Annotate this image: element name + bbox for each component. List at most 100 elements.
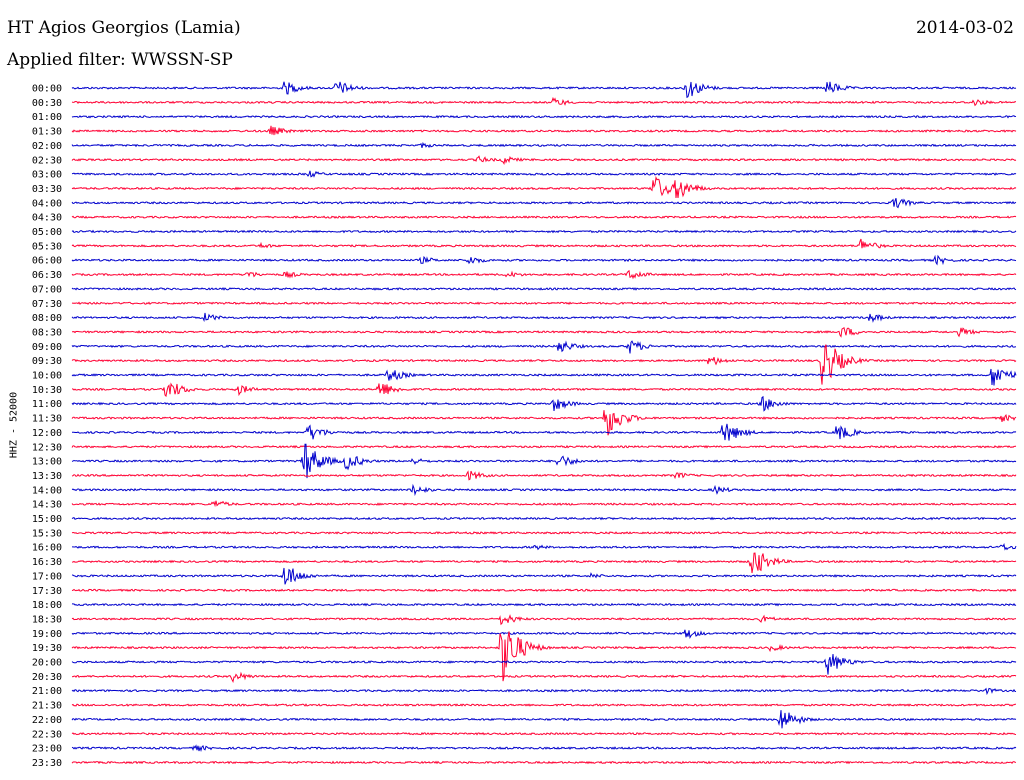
trace-line (71, 552, 1017, 574)
trace-line (71, 344, 1017, 385)
row-time-label: 13:30 (32, 471, 62, 482)
trace-line (71, 155, 1017, 166)
row-time-label: 09:00 (32, 342, 62, 353)
row-time-label: 08:00 (32, 313, 62, 324)
trace-line (71, 114, 1017, 119)
row-time-label: 18:30 (32, 614, 62, 625)
row-time-label: 10:30 (32, 385, 62, 396)
row-time-label: 00:00 (32, 84, 62, 95)
row-time-label: 15:30 (32, 528, 62, 539)
trace-line (71, 269, 1017, 280)
trace-line (71, 483, 1017, 497)
row-time-label: 20:30 (32, 672, 62, 683)
trace-line (71, 215, 1017, 219)
row-time-label: 20:00 (32, 658, 62, 669)
trace-line (71, 175, 1017, 199)
row-time-label: 03:30 (32, 184, 62, 195)
row-time-label: 23:30 (32, 758, 62, 769)
trace-line (71, 567, 1017, 585)
trace-line (71, 254, 1017, 266)
trace-line (71, 170, 1017, 178)
trace-line (71, 96, 1017, 107)
row-time-label: 16:00 (32, 543, 62, 554)
row-time-label: 06:30 (32, 270, 62, 281)
row-time-label: 06:00 (32, 256, 62, 267)
trace-line (72, 327, 1017, 338)
row-time-label: 23:00 (32, 744, 62, 755)
trace-line (71, 602, 1017, 607)
row-time-label: 14:00 (32, 485, 62, 496)
trace-line (71, 629, 1017, 640)
trace-line (71, 760, 1017, 765)
trace-line (72, 542, 1017, 551)
trace-line (71, 382, 1017, 398)
row-time-label: 00:30 (32, 98, 62, 109)
row-time-label: 11:30 (32, 414, 62, 425)
filter-label: Applied filter: WWSSN-SP (7, 50, 233, 70)
trace-line (71, 125, 1017, 136)
trace-line (71, 340, 1017, 354)
row-time-label: 19:00 (32, 629, 62, 640)
trace-line (71, 516, 1017, 521)
trace-line (71, 198, 1017, 209)
row-time-label: 08:30 (32, 327, 62, 338)
row-time-label: 17:30 (32, 586, 62, 597)
trace-line (71, 531, 1017, 535)
trace-line (71, 703, 1017, 707)
row-time-label: 16:30 (32, 557, 62, 568)
trace-line (71, 81, 1017, 99)
row-time-label: 05:30 (32, 241, 62, 252)
row-time-label: 03:00 (32, 170, 62, 181)
row-time-label: 04:00 (32, 198, 62, 209)
row-time-label: 01:30 (32, 127, 62, 138)
row-time-label: 12:00 (32, 428, 62, 439)
row-time-label: 04:30 (32, 213, 62, 224)
row-time-label: 12:30 (32, 442, 62, 453)
row-time-label: 07:00 (32, 284, 62, 295)
trace-line (71, 301, 1017, 306)
trace-line (71, 312, 1017, 323)
row-time-label: 22:30 (32, 729, 62, 740)
trace-line (71, 731, 1017, 736)
row-time-label: 02:30 (32, 155, 62, 166)
row-time-label: 07:30 (32, 299, 62, 310)
trace-line (71, 141, 1017, 149)
date-label: 2014-03-02 (915, 18, 1014, 38)
row-time-label: 18:00 (32, 600, 62, 611)
row-time-label: 21:30 (32, 701, 62, 712)
trace-line (71, 653, 1017, 675)
trace-line (71, 368, 1017, 386)
trace-line (71, 500, 1017, 508)
row-time-label: 01:00 (32, 112, 62, 123)
row-time-label: 13:00 (32, 457, 62, 468)
row-time-label: 15:00 (32, 514, 62, 525)
trace-line (71, 443, 1017, 479)
trace-line (71, 671, 1017, 684)
y-axis-label: HHZ - 52000 (8, 391, 20, 459)
trace-line (72, 423, 1017, 441)
trace-line (71, 444, 1017, 449)
row-time-label: 21:00 (32, 686, 62, 697)
trace-line (71, 744, 1017, 752)
row-time-label: 09:30 (32, 356, 62, 367)
trace-line (71, 238, 1017, 249)
trace-line (71, 687, 1017, 696)
trace-line (71, 614, 1017, 626)
trace-line (71, 631, 1017, 682)
trace-line (71, 710, 1017, 729)
row-time-label: 22:00 (32, 715, 62, 726)
trace-line (71, 410, 1017, 436)
trace-line (71, 287, 1017, 291)
row-time-label: 17:00 (32, 571, 62, 582)
station-title: HT Agios Georgios (Lamia) (7, 18, 241, 38)
row-time-label: 11:00 (32, 399, 62, 410)
trace-line (71, 229, 1017, 234)
trace-line (71, 588, 1017, 593)
trace-line (71, 470, 1017, 481)
row-time-label: 14:30 (32, 500, 62, 511)
row-time-label: 05:00 (32, 227, 62, 238)
row-time-label: 02:00 (32, 141, 62, 152)
row-time-label: 19:30 (32, 643, 62, 654)
trace-line (71, 395, 1017, 412)
